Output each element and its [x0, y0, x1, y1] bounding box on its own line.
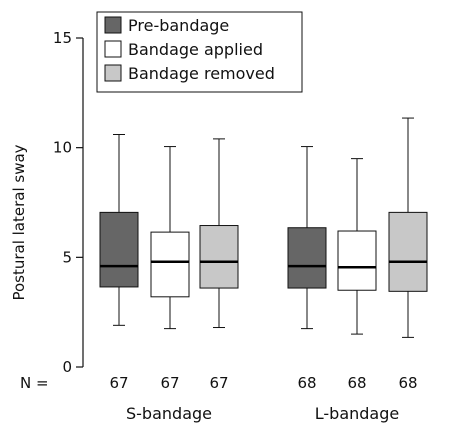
y-axis-label: Postural lateral sway: [10, 144, 28, 300]
box: [199, 225, 239, 289]
legend-swatch: [104, 64, 122, 82]
n-value-label: 68: [398, 374, 417, 392]
legend-entry-label: Bandage applied: [128, 40, 263, 59]
box: [150, 231, 190, 298]
box: [287, 227, 327, 289]
n-value-label: 68: [347, 374, 366, 392]
labels: 67 67 67 S-bandage 68 68 68 L-bandage N =: [20, 374, 418, 423]
n-value-label: 67: [109, 374, 128, 392]
axes: 0 5 10 15 Postural lateral sway: [10, 29, 84, 376]
group-label: S-bandage: [126, 404, 212, 423]
n-value-label: 67: [160, 374, 179, 392]
legend-swatch: [104, 40, 122, 58]
legend-entry-label: Bandage removed: [128, 64, 275, 83]
y-tick-label: 0: [62, 358, 72, 376]
legend-entry-label: Pre-bandage: [128, 16, 229, 35]
legend-frame: [96, 11, 303, 93]
box: [99, 211, 139, 288]
legend: Pre-bandage Bandage applied Bandage remove…: [96, 11, 303, 93]
n-value-label: 68: [297, 374, 316, 392]
y-tick-label: 10: [53, 139, 72, 157]
n-prefix-label: N =: [20, 374, 49, 392]
y-tick-label: 15: [53, 29, 72, 47]
box: [388, 211, 428, 292]
legend-swatch: [104, 16, 122, 34]
n-value-label: 67: [209, 374, 228, 392]
box: [337, 230, 377, 291]
boxes: [99, 117, 428, 338]
group-label: L-bandage: [315, 404, 399, 423]
y-tick-label: 5: [62, 248, 72, 266]
